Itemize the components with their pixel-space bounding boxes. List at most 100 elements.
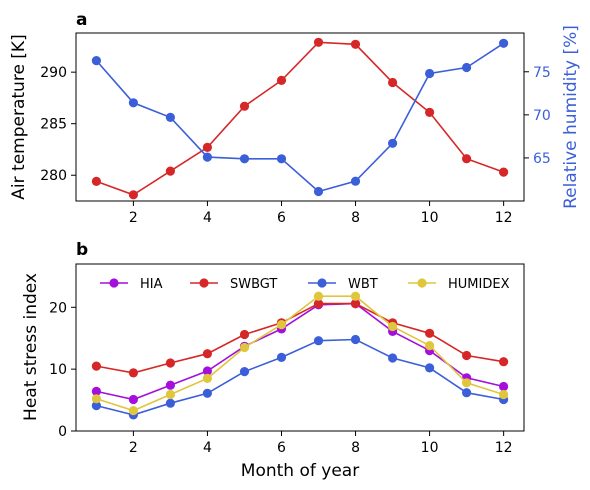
data-point-relative-humidity (388, 138, 398, 148)
legend-marker-swbgt (199, 278, 209, 288)
panel-a-x-axis: 2 4 6 8 10 12 (129, 201, 513, 226)
x-tick-label: 6 (277, 210, 286, 226)
panel-b: b 2 4 6 8 10 12 0 10 20 HIA SWBGT WBT HUMIDEX Heat… (21, 240, 525, 481)
panel-b-y-title: Heat stress index (21, 273, 41, 421)
data-point-air-temperature (425, 107, 435, 117)
data-point-swbgt (499, 357, 509, 367)
panel-b-legend: HIA SWBGT WBT HUMIDEX (100, 277, 510, 292)
legend-label-hia: HIA (140, 277, 163, 292)
data-point-wbt (91, 401, 101, 411)
y2-tick-label: 65 (533, 151, 551, 167)
data-point-wbt (425, 363, 435, 373)
panel-b-frame (75, 263, 525, 432)
panel-b-x-axis: 2 4 6 8 10 12 (129, 431, 513, 456)
data-point-hia (499, 381, 509, 392)
legend-marker-humidex (417, 278, 427, 288)
data-point-swbgt (165, 358, 175, 368)
series-line-wbt (96, 338, 504, 416)
data-point-swbgt (128, 368, 138, 378)
data-point-hia (91, 386, 101, 396)
data-point-air-temperature (388, 77, 398, 88)
data-point-swbgt (462, 350, 472, 361)
data-point-humidex (388, 321, 398, 332)
data-point-air-temperature (462, 154, 472, 164)
panel-b-y-axis: 0 10 20 (49, 300, 76, 440)
x-tick-label: 8 (351, 440, 360, 456)
data-point-wbt (202, 388, 212, 398)
x-tick-label: 12 (495, 210, 513, 226)
data-point-relative-humidity (128, 98, 138, 108)
data-point-swbgt (202, 349, 212, 359)
y2-tick-label: 75 (533, 65, 551, 81)
legend-marker-hia (109, 278, 119, 288)
panel-a: a 2 4 6 8 10 12 280 285 290 65 70 75 Air temperat… (9, 10, 581, 226)
panel-a-label: a (76, 10, 87, 30)
data-point-air-temperature (350, 39, 361, 49)
x-tick-label: 4 (203, 440, 212, 456)
data-point-air-temperature (165, 166, 175, 176)
x-tick-label: 2 (129, 440, 138, 456)
panel-b-label: b (76, 240, 88, 260)
series-line-humidex (96, 295, 504, 412)
legend-marker-wbt (317, 278, 327, 288)
data-point-relative-humidity (276, 154, 287, 164)
data-point-air-temperature (499, 167, 509, 177)
data-point-air-temperature (239, 101, 250, 111)
data-point-swbgt (313, 299, 324, 309)
y-tick-label: 285 (40, 117, 67, 133)
data-point-humidex (276, 320, 287, 330)
series-line-swbgt (96, 302, 504, 374)
x-tick-label: 10 (421, 210, 439, 226)
data-point-wbt (239, 367, 250, 377)
x-tick-label: 8 (351, 210, 360, 226)
series-line-hia (96, 302, 504, 401)
legend-label-humidex: HUMIDEX (448, 277, 510, 292)
legend-label-wbt: WBT (348, 277, 378, 292)
data-point-relative-humidity (350, 176, 361, 186)
panel-b-x-title: Month of year (241, 461, 359, 481)
series-line-air-temperature (96, 41, 504, 196)
legend-label-swbgt: SWBGT (230, 277, 277, 292)
data-point-relative-humidity (239, 154, 250, 164)
data-point-relative-humidity (499, 38, 509, 48)
data-point-humidex (165, 389, 175, 400)
data-point-swbgt (350, 299, 361, 309)
y-tick-label: 10 (49, 362, 67, 378)
data-point-air-temperature (91, 176, 101, 186)
x-tick-label: 4 (203, 210, 212, 226)
x-tick-label: 6 (277, 440, 286, 456)
data-point-air-temperature (276, 75, 287, 85)
data-point-humidex (313, 291, 324, 301)
data-point-humidex (128, 406, 138, 416)
data-point-air-temperature (202, 142, 212, 152)
data-point-relative-humidity (91, 56, 101, 66)
data-point-hia (128, 394, 138, 405)
data-point-relative-humidity (202, 152, 212, 162)
data-point-humidex (239, 342, 250, 353)
data-point-swbgt (91, 361, 101, 371)
data-point-humidex (462, 378, 472, 388)
data-point-swbgt (425, 328, 435, 338)
panel-a-right-y-axis: 65 70 75 (524, 65, 551, 167)
data-point-wbt (462, 388, 472, 398)
data-point-hia (202, 366, 212, 376)
panel-a-right-y-title: Relative humidity [%] (561, 25, 581, 209)
data-point-relative-humidity (425, 68, 435, 79)
data-point-relative-humidity (165, 112, 175, 122)
data-point-humidex (202, 373, 212, 383)
data-point-humidex (91, 394, 101, 404)
data-point-air-temperature (313, 37, 324, 47)
data-point-humidex (499, 389, 509, 400)
y-tick-label: 280 (40, 168, 67, 184)
data-point-wbt (388, 353, 398, 363)
x-tick-label: 10 (421, 440, 439, 456)
data-point-wbt (276, 352, 287, 362)
data-point-hia (165, 380, 175, 390)
data-point-humidex (350, 291, 361, 301)
panel-a-left-y-title: Air temperature [K] (9, 34, 29, 199)
x-tick-label: 12 (495, 440, 513, 456)
data-point-wbt (165, 398, 175, 408)
data-point-wbt (350, 334, 361, 345)
data-point-relative-humidity (313, 186, 324, 197)
